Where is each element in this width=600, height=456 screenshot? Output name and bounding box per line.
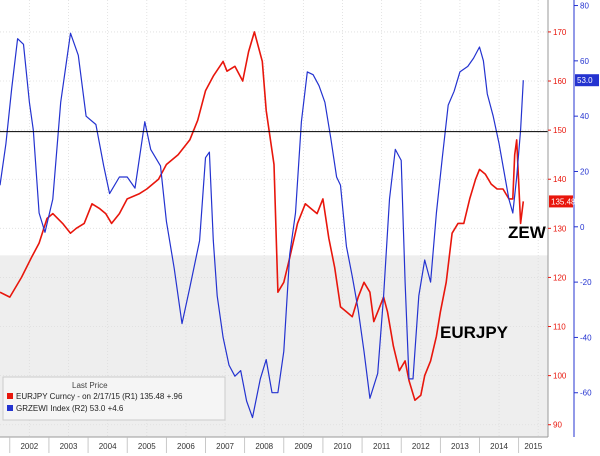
left-axis-ticks: 90 100 110 120 130 140 150 160 170 [548,28,567,430]
left-tick-label: 100 [553,372,567,381]
right-tick-label: 0 [580,223,585,232]
legend-entry-zew: GRZEWI Index (R2) 53.0 +4.6 [16,404,124,413]
x-tick-label: 2007 [216,442,234,451]
x-axis-ticks: 2002 2003 2004 2005 2006 2007 2008 2009 2010 2011… [9,437,543,453]
x-tick-label: 2014 [490,442,508,451]
right-axis-ticks: -60 -40 -20 0 20 40 60 80 [573,0,592,437]
x-tick-label: 2008 [255,442,273,451]
left-tick-label: 130 [553,224,567,233]
x-tick-label: 2010 [334,442,352,451]
left-tick-label: 140 [553,175,567,184]
right-tick-label: 40 [580,112,589,121]
legend-entry-eurjpy: EURJPY Curncy - on 2/17/15 (R1) 135.48 +… [16,392,183,401]
left-tick-label: 90 [553,421,562,430]
x-tick-label: 2005 [138,442,156,451]
left-tick-label: 110 [553,323,566,332]
x-tick-label: 2011 [373,442,391,451]
legend-box [2,376,226,421]
left-tick-label: 150 [553,126,567,135]
x-tick-label: 2004 [99,442,117,451]
x-tick-label: 2002 [20,442,38,451]
last-value-tag-eurjpy-text: 135.48 [551,197,576,206]
legend: Last Price EURJPY Curncy - on 2/17/15 (R… [2,376,226,421]
last-value-tags: 135.48 53.0 [549,74,599,208]
right-tick-label: -60 [580,389,592,398]
x-tick-label: 2009 [294,442,312,451]
last-value-tag-zew-text: 53.0 [577,76,593,85]
right-tick-label: -20 [580,278,592,287]
legend-swatch-eurjpy [7,393,13,399]
legend-swatch-zew [7,405,13,411]
last-value-tag-eurjpy [549,195,573,208]
x-tick-label: 2012 [412,442,430,451]
left-tick-label: 120 [553,273,567,282]
legend-title: Last Price [72,381,108,390]
x-tick-label: 2003 [60,442,78,451]
last-value-tag-zew [575,74,599,87]
right-tick-label: 60 [580,57,589,66]
x-tick-label: 2013 [451,442,469,451]
right-tick-label: 80 [580,2,589,11]
series-line-eurjpy [0,31,525,402]
annotation-eurjpy: EURJPY [440,323,509,342]
right-tick-label: -40 [580,333,592,342]
right-tick-label: 20 [580,167,589,176]
left-tick-label: 170 [553,28,567,37]
annotation-zew: ZEW [508,223,547,242]
series-line-zew [0,32,524,419]
x-tick-label: 2006 [177,442,195,451]
x-tick-label: 2015 [524,442,542,451]
series-lines [0,31,525,419]
left-tick-label: 160 [553,77,567,86]
